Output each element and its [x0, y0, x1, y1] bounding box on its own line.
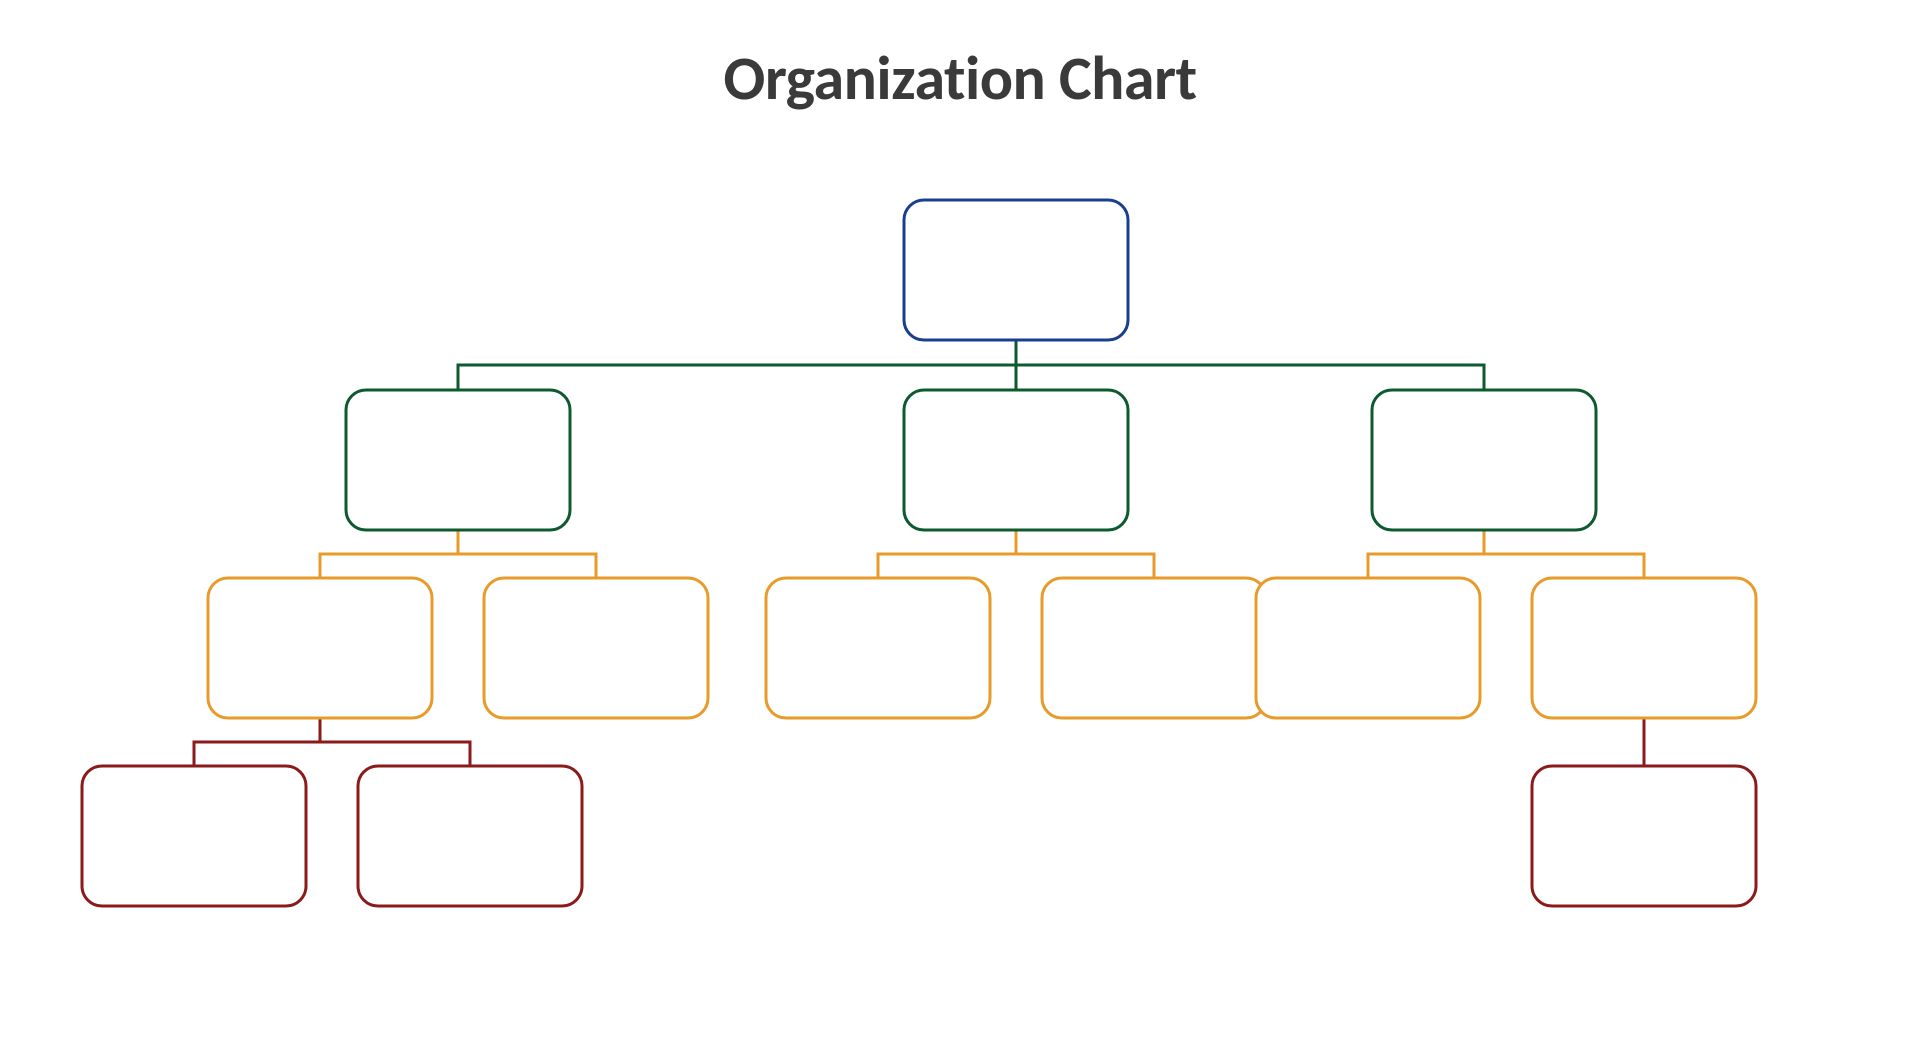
org-node-level-3: [484, 578, 708, 718]
connector: [320, 530, 596, 578]
org-node-level-2: [904, 390, 1128, 530]
org-node-level-2: [1372, 390, 1596, 530]
org-node-level-3: [766, 578, 990, 718]
org-node-level-3: [1042, 578, 1266, 718]
connector: [194, 718, 470, 766]
connector: [458, 340, 1484, 390]
org-chart-svg: [0, 0, 1920, 1053]
org-node-level-3: [1256, 578, 1480, 718]
org-node-level-1: [904, 200, 1128, 340]
org-node-level-4: [1532, 766, 1756, 906]
connector: [1368, 530, 1644, 578]
org-node-level-2: [346, 390, 570, 530]
org-node-level-3: [208, 578, 432, 718]
org-node-level-4: [82, 766, 306, 906]
org-node-level-3: [1532, 578, 1756, 718]
org-node-level-4: [358, 766, 582, 906]
connector: [878, 530, 1154, 578]
